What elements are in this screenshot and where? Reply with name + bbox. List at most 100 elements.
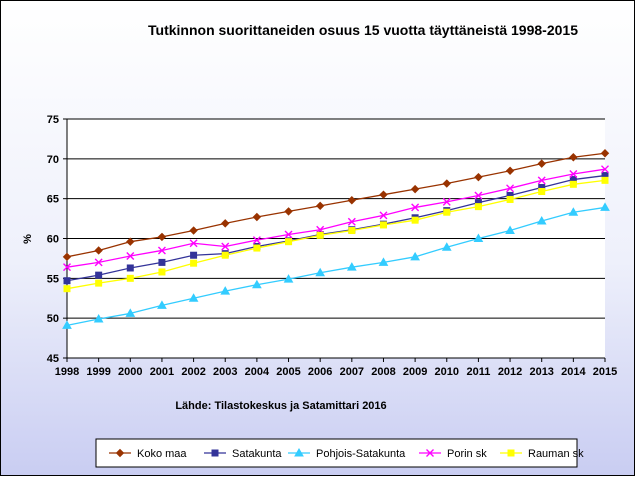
- x-tick-label: 2002: [181, 366, 205, 378]
- series-porin-sk: [63, 165, 609, 272]
- data-point: [315, 267, 326, 277]
- x-tick-label: 2014: [561, 366, 586, 378]
- x-tick-label: 2015: [593, 366, 617, 378]
- data-point: [348, 227, 356, 235]
- data-point: [158, 268, 166, 276]
- data-point: [126, 252, 135, 261]
- y-axis-label: %: [22, 234, 34, 244]
- data-point: [94, 246, 103, 255]
- x-tick-label: 2013: [529, 366, 553, 378]
- y-axis-ticks: 45 50 55 60 65 70 75: [47, 114, 67, 365]
- legend-label: Rauman sk: [528, 448, 584, 460]
- data-point: [600, 149, 610, 158]
- data-point: [126, 274, 134, 282]
- series-layer: [62, 149, 610, 329]
- legend-item-rauman-sk: Rauman sk: [500, 448, 584, 460]
- legend-box: [95, 438, 578, 468]
- data-point: [316, 231, 324, 239]
- legend-item-pohjois-satakunta: Pohjois-Satakunta: [288, 447, 406, 460]
- data-point: [568, 207, 579, 216]
- legend-item-koko-maa: Koko maa: [109, 448, 187, 460]
- y-tick-label: 65: [47, 194, 59, 206]
- data-point: [537, 159, 546, 168]
- data-point: [283, 274, 294, 283]
- data-point: [537, 176, 546, 185]
- x-tick-label: 2006: [308, 366, 332, 378]
- data-point: [569, 180, 577, 188]
- data-point: [63, 277, 71, 285]
- data-point: [443, 208, 451, 216]
- legend-marker: [426, 449, 434, 457]
- x-tick-label: 2000: [118, 366, 142, 378]
- data-point: [95, 271, 103, 279]
- x-axis-ticks: 1998 1999 2000 2001 2002 2003 2004 2005 2006 2007…: [55, 358, 617, 378]
- x-tick-label: 2010: [435, 366, 459, 378]
- data-point: [188, 293, 199, 302]
- data-point: [379, 190, 388, 199]
- x-tick-label: 2012: [498, 366, 522, 378]
- data-point: [346, 262, 357, 271]
- data-point: [506, 195, 514, 203]
- data-point: [505, 225, 515, 235]
- data-point: [600, 202, 610, 211]
- data-point: [157, 300, 167, 309]
- data-point: [62, 252, 72, 262]
- data-point: [157, 246, 166, 255]
- x-tick-label: 2007: [340, 366, 364, 378]
- data-point: [410, 184, 420, 194]
- data-point: [252, 236, 261, 245]
- y-tick-label: 60: [47, 234, 59, 246]
- data-point: [252, 279, 262, 289]
- data-point: [220, 286, 231, 295]
- data-point: [95, 279, 103, 287]
- y-tick-label: 70: [47, 154, 59, 166]
- series-line: [66, 152, 606, 258]
- data-point: [125, 308, 136, 317]
- data-point: [569, 153, 578, 162]
- legend: Koko maa Satakunta Pohjois-Satakunta Porin …: [109, 447, 584, 460]
- x-tick-label: 2004: [245, 366, 270, 378]
- data-point: [506, 184, 515, 193]
- data-point: [221, 219, 230, 228]
- data-point: [93, 313, 104, 323]
- data-point: [378, 257, 389, 266]
- series-line: [66, 179, 606, 290]
- data-point: [474, 172, 483, 182]
- series-line: [66, 206, 606, 326]
- data-point: [347, 196, 357, 205]
- data-point: [221, 251, 229, 259]
- data-point: [190, 259, 198, 267]
- data-point: [63, 285, 71, 293]
- x-tick-label: 2011: [466, 366, 490, 378]
- x-tick-label: 2003: [213, 366, 237, 378]
- data-point: [379, 221, 387, 229]
- data-point: [189, 226, 198, 235]
- data-point: [442, 197, 451, 206]
- data-point: [221, 242, 230, 251]
- data-point: [252, 212, 262, 222]
- legend-marker: [115, 448, 125, 458]
- series-koko-maa: [62, 149, 610, 262]
- legend-label: Pohjois-Satakunta: [316, 448, 406, 460]
- data-point: [94, 258, 103, 267]
- data-point: [158, 258, 166, 266]
- data-point: [315, 201, 325, 211]
- y-tick-label: 75: [47, 114, 59, 126]
- data-point: [253, 244, 261, 252]
- data-point: [190, 251, 198, 259]
- legend-marker: [294, 447, 304, 457]
- legend-item-porin-sk: Porin sk: [419, 448, 487, 460]
- legend-label: Porin sk: [447, 448, 487, 460]
- data-point: [474, 203, 482, 211]
- series-pohjois-satakunta: [62, 202, 610, 329]
- data-point: [411, 216, 419, 224]
- x-tick-label: 1998: [55, 366, 79, 378]
- legend-marker: [507, 449, 515, 457]
- y-tick-label: 50: [47, 313, 59, 325]
- legend-label: Koko maa: [137, 448, 187, 460]
- x-tick-label: 1999: [86, 366, 110, 378]
- x-tick-label: 2001: [150, 366, 174, 378]
- legend-item-satakunta: Satakunta: [204, 448, 282, 460]
